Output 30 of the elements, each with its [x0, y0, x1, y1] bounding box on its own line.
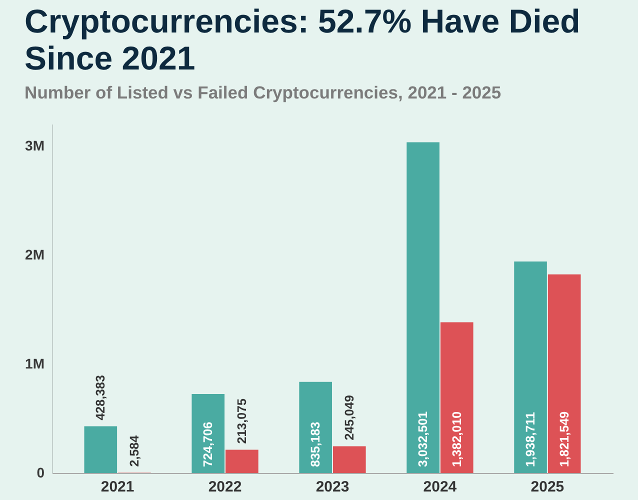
- bar: [333, 446, 366, 473]
- y-tick-label: 2M: [25, 246, 44, 262]
- x-tick-label: 2024: [423, 478, 458, 496]
- data-label: 213,075: [234, 398, 249, 444]
- bar: [514, 262, 547, 473]
- bar: [548, 274, 581, 473]
- data-label: 835,183: [308, 422, 323, 467]
- bar: [299, 382, 332, 473]
- data-label: 428,383: [94, 375, 108, 420]
- data-label: 1,821,549: [557, 411, 572, 467]
- x-tick-label: 2023: [316, 478, 350, 496]
- x-tick-label: 2022: [208, 478, 242, 496]
- bar: [84, 426, 118, 473]
- bar: [192, 394, 225, 473]
- data-label: 3,032,501: [416, 411, 430, 467]
- bar: [226, 450, 258, 473]
- chart-subtitle: Number of Listed vs Failed Cryptocurrencies, 2021 - 2025: [24, 82, 502, 102]
- data-label: 2,584: [127, 435, 142, 467]
- x-tick-label: 2025: [530, 478, 564, 496]
- y-tick-label: 1M: [25, 355, 44, 372]
- chart-title: Cryptocurrencies: 52.7% Have Died Since 2021: [24, 2, 580, 76]
- bar: [406, 142, 440, 473]
- data-label: 1,938,711: [524, 412, 538, 467]
- bar: [440, 322, 474, 473]
- data-label: 724,706: [201, 422, 216, 467]
- y-tick-label: 3M: [25, 137, 44, 154]
- x-tick-label: 2021: [100, 478, 134, 496]
- data-label: 1,382,010: [450, 411, 464, 467]
- y-tick-label: 0: [36, 464, 45, 480]
- data-label: 245,049: [342, 395, 356, 440]
